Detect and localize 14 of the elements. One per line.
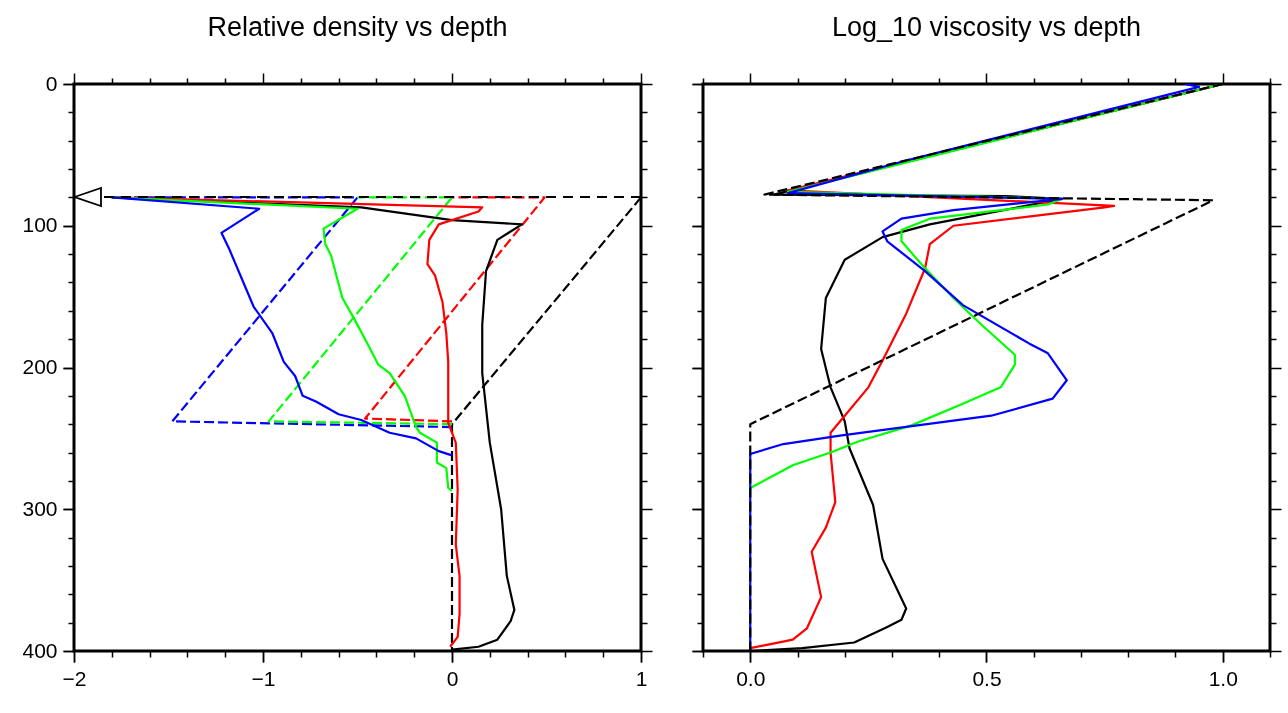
x-tick-label: −1 [251,666,276,690]
y-tick-label: 200 [22,355,58,378]
chart-title: Relative density vs depth [207,12,508,43]
y-tick-label: 400 [22,638,58,662]
y-tick-label: 100 [22,213,58,237]
x-tick-label: 0.5 [972,666,1002,690]
x-tick-label: −2 [62,666,87,690]
y-tick-label: 0 [45,71,58,95]
x-tick-label: 1 [635,666,648,690]
x-tick-label: 0 [446,666,459,690]
chart-title: Log_10 viscosity vs depth [831,12,1142,43]
x-tick-label: 0.0 [736,666,766,690]
y-tick-label: 300 [22,496,58,520]
x-tick-label: 1.0 [1208,666,1238,690]
